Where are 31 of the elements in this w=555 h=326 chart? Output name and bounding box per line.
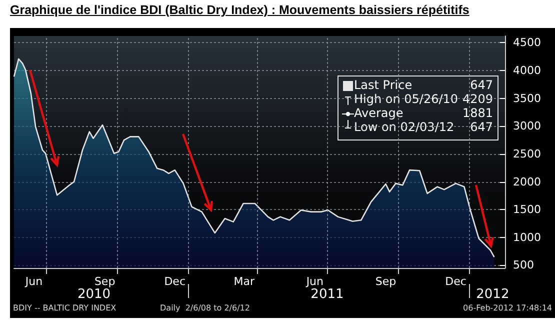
x-tick-label: Mar [234, 275, 255, 288]
x2-tick-label: 2011 [310, 287, 344, 302]
text: 06-Feb-2012 17:48:14 [463, 304, 552, 312]
x-tick-label: Dec [445, 275, 466, 288]
x-tick-label: Sep [375, 275, 396, 288]
y-tick-label: 3500 [513, 92, 541, 105]
x-tick-label: Jun [24, 275, 43, 288]
y-tick-label: 1000 [513, 230, 541, 244]
y-tick-label: 2500 [513, 147, 541, 160]
y-tick-label: 1500 [513, 203, 541, 216]
x-tick-label: Jun [305, 275, 324, 288]
y-tick-label: 4000 [513, 64, 541, 77]
x-tick-label: Dec [164, 275, 186, 288]
annotation: Low on 02/03/12 [354, 120, 454, 134]
y-tick-label: 500 [513, 258, 534, 272]
text: Daily 2/6/08 to 2/6/12 [160, 304, 250, 312]
annotation: 1881 [462, 106, 493, 120]
x2-tick-label: 2010 [77, 287, 111, 302]
chart-title: Graphique de l'indice BDI (Baltic Dry Index) : Mouvements baissiers répétitifs [10, 3, 470, 17]
x2-tick-label: 2012 [476, 287, 510, 302]
x-tick-label: Sep [94, 275, 116, 288]
annotation: 4209 [462, 92, 493, 106]
y-tick-label: 3000 [513, 120, 541, 133]
y-tick-label: 4500 [513, 36, 541, 50]
text: BDIY -- BALTIC DRY INDEX [13, 304, 117, 312]
annotation: 647 [470, 120, 493, 134]
annotation: Average [354, 106, 404, 120]
annotation: High on 05/26/10 [354, 92, 458, 106]
annotation: 647 [470, 78, 493, 92]
y-tick-label: 2000 [513, 175, 541, 188]
legend-label: Last Price [354, 78, 412, 92]
